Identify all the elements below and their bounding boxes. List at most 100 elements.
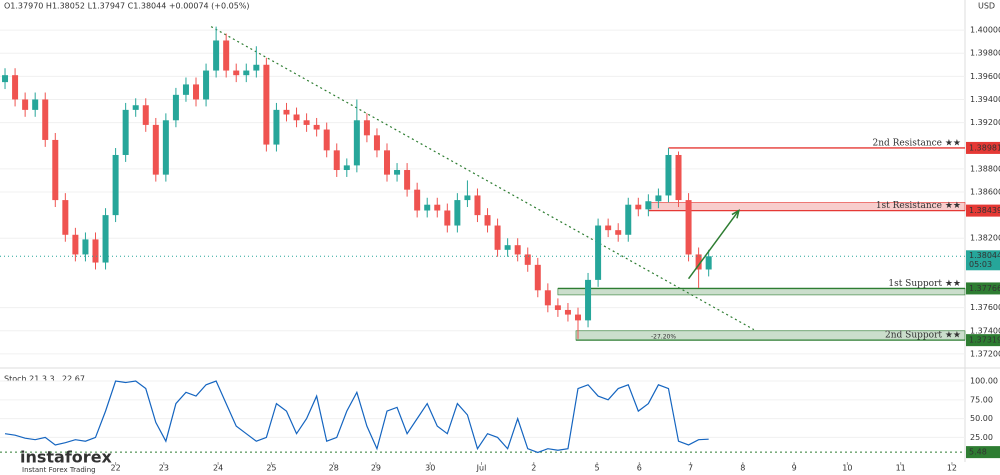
y-tick-label: 75.00 <box>970 395 993 404</box>
candle-body <box>102 215 109 263</box>
y-tick-label: 1.37600 <box>970 303 1000 312</box>
candle-body <box>82 239 89 255</box>
candle-body <box>112 154 119 216</box>
x-tick-label: 11 <box>896 464 906 473</box>
y-tick-label: 1.38200 <box>970 234 1000 243</box>
x-tick-label: 23 <box>159 464 169 473</box>
candle-body <box>675 154 682 201</box>
y-tick-label: 100.00 <box>970 377 998 386</box>
candle-body <box>12 75 19 100</box>
candle-body <box>313 124 320 130</box>
candle-body <box>434 204 441 211</box>
candle-body <box>2 75 9 83</box>
level-zone <box>557 288 966 296</box>
level-name: 1st Resistance ★★ <box>876 201 961 211</box>
y-tick-label: 1.38800 <box>970 164 1000 173</box>
watermark-brand: instaforex <box>20 448 113 467</box>
candle-body <box>564 309 571 315</box>
candle-body <box>574 314 581 321</box>
price-tag-label: 1.37319 <box>969 336 1000 345</box>
candle-body <box>253 64 260 71</box>
candle-body <box>494 225 501 250</box>
price-tag-label: 1.38439 <box>969 206 1000 215</box>
y-tick-label: 1.38600 <box>970 187 1000 196</box>
x-tick-label: 9 <box>792 464 797 473</box>
indicator-value: 22.67 <box>62 375 85 384</box>
candle-body <box>414 189 421 211</box>
x-tick-label: Jul <box>476 464 487 473</box>
y-tick-label: 1.39200 <box>970 118 1000 127</box>
price-tag-label: 1.37766 <box>969 284 1000 293</box>
candle-body <box>243 70 250 76</box>
candle-body <box>444 210 451 226</box>
candle-body <box>534 264 541 291</box>
candle-body <box>424 204 431 211</box>
candle-body <box>484 215 491 226</box>
candle-body <box>52 139 59 201</box>
candle-body <box>524 254 531 265</box>
candle-body <box>705 256 712 270</box>
level-name: 2nd Resistance ★★ <box>872 138 961 148</box>
x-tick-label: 28 <box>329 464 339 473</box>
candle-body <box>373 135 380 151</box>
watermark-tagline: Instant Forex Trading <box>22 466 96 474</box>
candle-body <box>645 201 652 210</box>
last-price-label: 1.38044 <box>969 251 1000 260</box>
candle-body <box>263 64 270 145</box>
price-tag <box>966 334 1000 347</box>
y-tick-label: 1.39800 <box>970 49 1000 58</box>
reference-label: 5.48 <box>969 448 987 457</box>
price-tag-label: 1.38981 <box>969 143 1000 152</box>
candle-body <box>625 204 632 235</box>
candle-body <box>92 239 99 263</box>
y-tick-label: 1.39600 <box>970 72 1000 81</box>
y-tick-label: 25.00 <box>970 433 993 442</box>
candle-body <box>665 154 672 196</box>
candle-body <box>283 109 290 115</box>
candle-body <box>464 195 471 201</box>
candle-body <box>162 120 169 175</box>
candle-body <box>655 195 662 202</box>
y-tick-label: 1.40000 <box>970 26 1000 35</box>
candle-body <box>32 99 39 110</box>
y-tick-label: 50.00 <box>970 414 993 423</box>
x-tick-label: 22 <box>111 464 121 473</box>
candle-body <box>273 109 280 145</box>
candle-body <box>504 245 511 250</box>
arrow <box>687 210 740 280</box>
candle-body <box>695 254 702 270</box>
candle-body <box>182 84 189 95</box>
candle-body <box>685 200 692 255</box>
indicator-title: Stoch 21 3 3 <box>4 375 55 384</box>
price-tag <box>966 282 1000 295</box>
ohlc-header: O1.37970 H1.38052 L1.37947 C1.38044 +0.0… <box>4 2 250 11</box>
x-tick-label: 25 <box>266 464 276 473</box>
candle-body <box>595 225 602 280</box>
currency: USD <box>978 2 995 11</box>
price-tag <box>966 204 1000 217</box>
candle-body <box>384 150 391 175</box>
candle-body <box>585 279 592 321</box>
time-to-close: 05:03 <box>969 260 992 269</box>
candle-body <box>22 99 29 110</box>
candle-body <box>353 120 360 166</box>
candle-body <box>42 99 49 140</box>
trendline <box>210 26 755 331</box>
candle-body <box>142 105 149 125</box>
x-tick-label: 8 <box>740 464 745 473</box>
price-tag <box>966 141 1000 154</box>
x-tick-label: 2 <box>531 464 536 473</box>
last-price-tag <box>966 250 1000 271</box>
arrow-head <box>731 208 740 219</box>
y-tick-label: 1.37400 <box>970 326 1000 335</box>
candle-body <box>323 129 330 151</box>
x-tick-label: 6 <box>637 464 642 473</box>
level-note: -27.20% <box>651 334 676 341</box>
x-tick-label: 7 <box>688 464 693 473</box>
level-name: 2nd Support ★★ <box>885 331 961 341</box>
candle-body <box>213 40 220 71</box>
y-tick-label: 1.37200 <box>970 349 1000 358</box>
candle-body <box>203 70 210 100</box>
level-name: 1st Support ★★ <box>888 279 961 289</box>
candle-body <box>454 200 461 226</box>
